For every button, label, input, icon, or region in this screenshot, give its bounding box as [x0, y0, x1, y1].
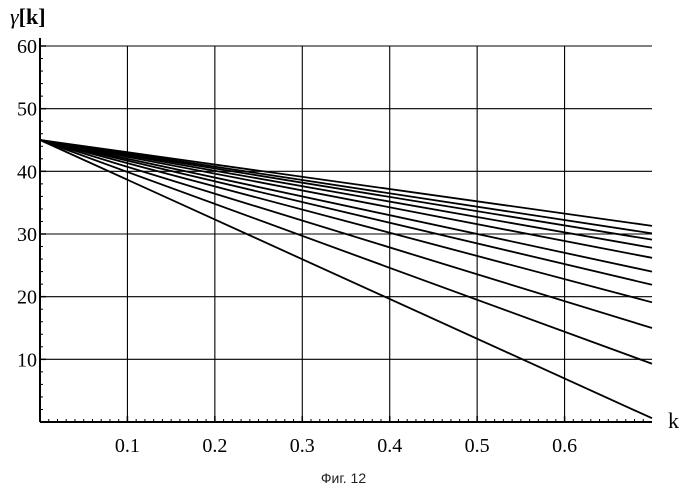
series-line-11: [40, 140, 652, 418]
series-line-8: [40, 140, 652, 302]
series-line-5: [40, 140, 652, 258]
y-tick-label: 60: [17, 36, 37, 58]
x-axis-label: k: [668, 408, 679, 433]
series-line-4: [40, 140, 652, 248]
y-axis-label: γ[k]: [10, 4, 46, 29]
x-tick-label: 0.2: [202, 435, 227, 457]
axes: [40, 38, 652, 422]
figure-caption: Фиг. 12: [0, 470, 687, 486]
x-tick-label: 0.3: [290, 435, 315, 457]
x-tick-label: 0.5: [465, 435, 490, 457]
series-line-2: [40, 140, 652, 233]
y-axis-argument: [k]: [19, 4, 46, 29]
x-tick-label: 0.4: [377, 435, 402, 457]
y-tick-label: 40: [17, 161, 37, 183]
y-tick-label: 20: [17, 287, 37, 309]
x-tick-label: 0.1: [115, 435, 140, 457]
y-tick-label: 50: [17, 99, 37, 121]
y-tick-label: 30: [17, 224, 37, 246]
series-line-3: [40, 140, 652, 240]
series-group: [40, 140, 652, 418]
x-tick-label: 0.6: [552, 435, 577, 457]
y-tick-label: 10: [17, 349, 37, 371]
